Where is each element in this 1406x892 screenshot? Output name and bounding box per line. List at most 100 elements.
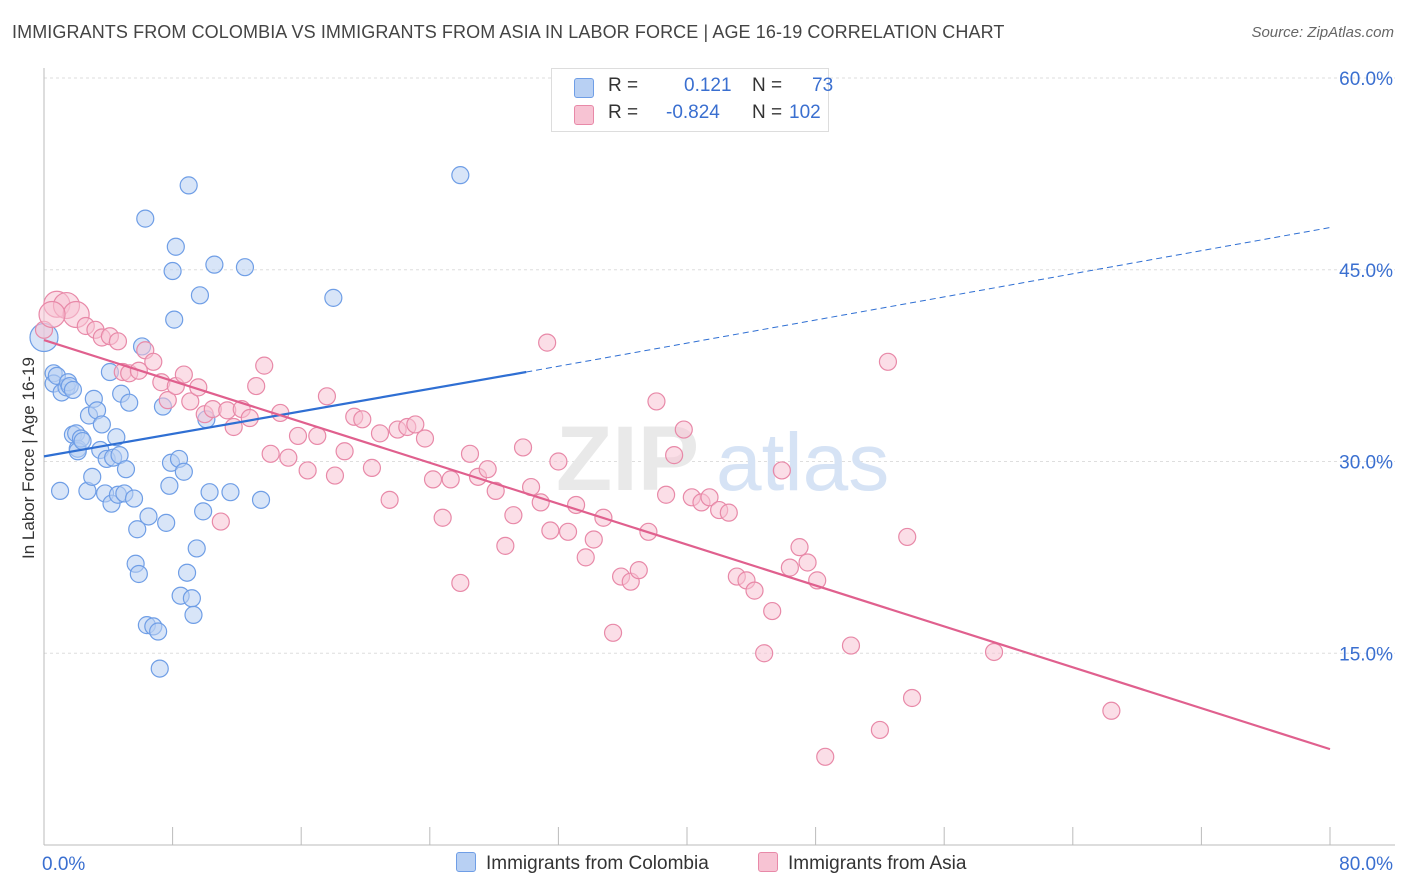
asia-point [549,452,568,471]
trend-lines [43,227,1331,751]
asia-point [370,424,390,443]
asia-point [657,485,676,504]
asia-point [576,548,595,567]
colombia-point [83,467,102,486]
asia-point [317,387,337,406]
asia-point [584,530,603,549]
colombia-point [124,489,144,508]
asia-point [362,458,382,477]
legend-swatch-colombia [574,78,594,98]
colombia-point [200,483,219,502]
asia-point [538,333,557,352]
asia-point [902,688,922,708]
asia-point [647,392,666,411]
y-axis-label: In Labor Force | Age 16-19 [19,357,38,559]
colombia-point [324,288,343,307]
colombia-point [205,255,224,274]
asia-point [984,642,1004,662]
legend-n-value-asia: 102 [789,102,821,123]
asia-point [841,636,861,655]
asia-point [755,644,774,663]
colombia-point [174,462,193,481]
asia-point [211,512,230,531]
asia-point [441,470,460,489]
asia-point [719,503,738,522]
asia-point [513,438,533,457]
asia-point [279,448,298,467]
asia-point [288,426,308,446]
asia-point [380,490,399,509]
colombia-point [221,483,240,502]
asia-point [478,460,497,479]
asia-point [460,444,480,463]
asia-point [816,747,835,766]
legend-n-value-colombia: 73 [812,75,834,96]
y-tick-label: 60.0% [1339,69,1393,90]
asia-point [486,481,505,501]
asia-point [255,356,274,375]
asia-point [674,420,693,439]
colombia-point [73,431,92,451]
asia-point [144,352,163,371]
asia-trend-line [43,339,1331,751]
colombia-point [165,310,184,329]
asia-point [325,466,345,485]
asia-point [665,446,684,465]
asia-point [898,527,917,547]
colombia-point [157,513,176,532]
asia-point [745,581,764,600]
x-tick-label-max: 80.0% [1339,854,1393,875]
asia-point [261,444,280,463]
asia-point [798,553,817,572]
asia-point [763,601,782,621]
colombia-point [163,261,182,281]
watermark-atlas: atlas [716,417,889,508]
colombia-trend-line [43,370,527,458]
asia-point [566,495,586,515]
colombia-point [63,380,83,400]
bottom-legend-asia: Immigrants from Asia [758,852,966,875]
legend-r-value-asia: -0.824 [666,102,720,123]
correlation-legend: R = 0.121 N = 73 R = -0.824 N = 102 [551,68,833,132]
asia-point [108,332,128,351]
asia-point [780,558,799,577]
y-tick-label: 15.0% [1339,644,1393,665]
asia-point [531,493,550,512]
colombia-point [139,507,158,526]
asia-point [790,538,809,557]
bottom-legend-colombia: Immigrants from Colombia [456,852,709,875]
legend-n-label: N = [752,75,783,96]
colombia-point [251,490,271,509]
asia-point [415,429,435,448]
asia-point [298,461,317,480]
grid-lines [44,77,1395,654]
asia-point [1102,701,1121,720]
colombia-point [92,415,111,434]
colombia-point [235,258,255,277]
y-tick-label: 30.0% [1339,453,1393,474]
colombia-point [107,428,126,447]
asia-point [335,442,354,461]
bottom-legend-swatch-colombia [456,852,476,872]
x-tick-label-min: 0.0% [42,854,85,875]
colombia-point [179,176,198,195]
legend-n-label: N = [752,102,783,123]
series-asia-points [34,290,1121,766]
legend-r-value-colombia: 0.121 [684,75,732,96]
asia-point [38,300,66,329]
axes [43,68,1395,846]
bottom-legend-label-colombia: Immigrants from Colombia [486,853,709,874]
asia-point [451,573,470,593]
legend-r-label: R = [608,75,639,96]
asia-point [772,461,791,480]
colombia-point [177,563,197,582]
colombia-point [136,209,155,228]
asia-point [433,508,452,527]
colombia-point [50,481,70,501]
asia-point [700,488,719,507]
colombia-point [116,460,136,479]
y-tick-label: 45.0% [1339,261,1393,282]
colombia-point [451,166,470,185]
chart-title: IMMIGRANTS FROM COLOMBIA VS IMMIGRANTS F… [12,22,1005,42]
